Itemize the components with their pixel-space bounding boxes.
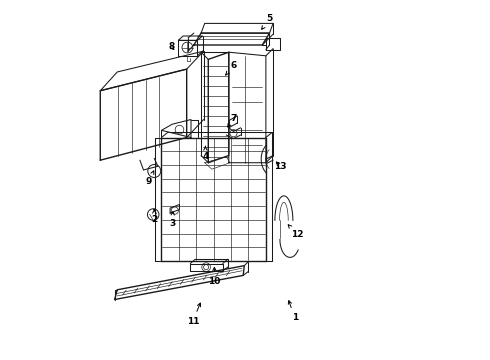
Text: 3: 3 [169,212,175,228]
Text: 9: 9 [146,171,154,186]
Text: 12: 12 [288,225,303,239]
Text: 8: 8 [168,42,174,51]
Text: 13: 13 [274,162,287,171]
Text: 5: 5 [262,14,272,29]
Text: 11: 11 [187,303,200,325]
Text: 6: 6 [226,61,237,75]
Text: 1: 1 [288,301,298,322]
Text: 4: 4 [202,147,209,161]
Text: 7: 7 [228,114,237,127]
Text: 10: 10 [208,267,220,286]
Text: 2: 2 [151,210,157,224]
